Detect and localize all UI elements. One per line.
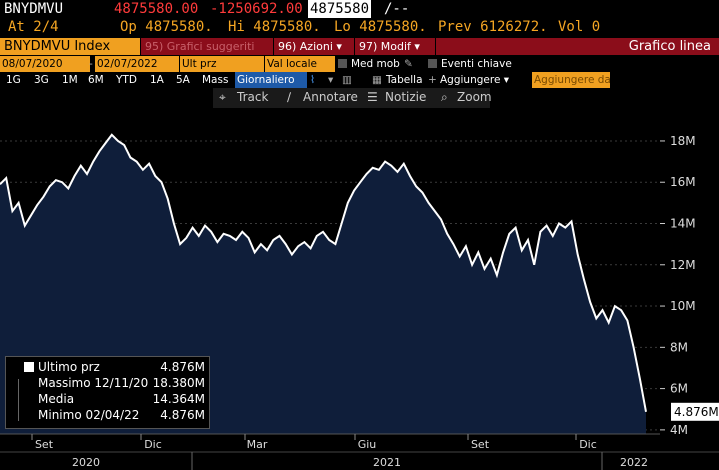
table-icon: ▦ — [372, 74, 382, 86]
legend-avg-label: Media — [38, 392, 75, 406]
function-bar: BNYDMVU Index 95) Grafici suggeriti 96) … — [0, 38, 719, 56]
x-month-label: Set — [35, 438, 54, 451]
date-from-input[interactable]: 08/07/2020 — [0, 56, 90, 72]
y-tick-label: 8M — [670, 340, 688, 354]
chart-legend: Ultimo prz 4.876M Massimo 12/11/20 18.38… — [5, 356, 210, 429]
chevron-down-icon: ▾ — [414, 40, 420, 53]
annotate-button[interactable]: Annotare — [303, 90, 358, 104]
chart-toolbar: ⌖ Track ∕ Annotare ☰ Notizie ⌕ Zoom — [213, 88, 492, 108]
bar-chart-icon[interactable]: ▥ — [342, 74, 352, 86]
chart-title: Grafico linea — [436, 38, 719, 55]
chevron-down-icon: ▾ — [503, 74, 510, 86]
period-max[interactable]: Mass — [202, 74, 229, 86]
legend-bracket — [18, 379, 19, 421]
ticker-symbol: BNYDMVU — [4, 1, 64, 17]
last-price-label: 4.876M — [674, 405, 719, 419]
chevron-down-icon[interactable]: ▾ — [328, 74, 334, 86]
legend-min-value: 4.876M — [160, 408, 205, 422]
x-month-label: Mar — [247, 438, 268, 451]
y-tick-label: 16M — [670, 175, 696, 189]
y-tick-label: 4M — [670, 423, 688, 437]
volume-value: Vol 0 — [558, 19, 601, 35]
legend-max-label: Massimo 12/11/20 — [38, 376, 149, 390]
legend-max-value: 18.380M — [152, 376, 205, 390]
legend-last-label: Ultimo prz — [38, 360, 100, 374]
line-chart-icon[interactable]: ⌇ — [310, 74, 316, 86]
period-1g[interactable]: 1G — [6, 74, 21, 86]
x-year-label: 2022 — [620, 456, 648, 469]
key-events-label: Eventi chiave — [441, 58, 512, 70]
chevron-down-icon: ▾ — [336, 40, 342, 53]
legend-last-value: 4.876M — [160, 360, 205, 374]
news-icon[interactable]: ☰ — [367, 90, 378, 104]
price-suffix: /-- — [384, 1, 410, 17]
date-separator: - — [89, 58, 93, 70]
add-from-input[interactable]: Aggiungere da — [532, 72, 611, 88]
y-tick-label: 18M — [670, 134, 696, 148]
x-month-label: Giu — [358, 438, 377, 451]
price-change: -1250692.00 — [210, 1, 303, 17]
price-line — [0, 133, 647, 412]
last-price-plain: 4875580 — [308, 0, 372, 18]
high-value: Hi 4875580. — [228, 19, 321, 35]
prev-value: Prev 6126272. — [438, 19, 548, 35]
at-value: At 2/4 — [8, 19, 59, 35]
zoom-icon[interactable]: ⌕ — [441, 90, 448, 104]
y-tick-label: 6M — [670, 382, 688, 396]
currency-select[interactable]: Val locale — [265, 56, 335, 72]
last-price: 4875580.00 — [114, 1, 199, 17]
price-field-select[interactable]: Ult prz — [180, 56, 264, 72]
last-price-box — [671, 402, 719, 421]
series-swatch — [24, 362, 34, 372]
pencil-icon[interactable]: ✎ — [404, 58, 413, 70]
actions-label: 96) Azioni — [278, 40, 333, 53]
news-button[interactable]: Notizie — [385, 90, 427, 104]
y-tick-label: 14M — [670, 217, 696, 231]
mov-avg-label: Med mob — [351, 58, 400, 70]
crosshair-icon[interactable]: ⌖ — [219, 90, 226, 104]
track-button[interactable]: Track — [237, 90, 269, 104]
x-month-label: Set — [471, 438, 490, 451]
modify-label: 97) Modif — [359, 40, 411, 53]
x-year-label: 2021 — [373, 456, 401, 469]
suggested-charts-button[interactable]: 95) Grafici suggeriti — [141, 38, 273, 55]
period-row: 1G 3G 1M 6M YTD 1A 5A Mass Giornaliero ⌇… — [0, 72, 719, 88]
period-5a[interactable]: 5A — [176, 74, 190, 86]
y-tick-label: 12M — [670, 258, 696, 272]
legend-avg-value: 14.364M — [152, 392, 205, 406]
low-value: Lo 4875580. — [334, 19, 427, 35]
plus-icon: + — [428, 74, 437, 86]
period-3g[interactable]: 3G — [34, 74, 49, 86]
zoom-button[interactable]: Zoom — [457, 90, 492, 104]
date-to-input[interactable]: 02/07/2022 — [95, 56, 179, 72]
modify-menu[interactable]: 97) Modif ▾ — [355, 38, 435, 55]
mov-avg-checkbox[interactable] — [338, 59, 347, 68]
frequency-select[interactable]: Giornaliero — [235, 72, 307, 88]
y-tick-label: 10M — [670, 299, 696, 313]
legend-min-label: Minimo 02/04/22 — [38, 408, 140, 422]
add-label: Aggiungere — [440, 74, 501, 86]
x-month-label: Dic — [144, 438, 162, 451]
index-label[interactable]: BNYDMVU Index — [0, 38, 140, 55]
period-ytd[interactable]: YTD — [116, 74, 137, 86]
x-year-label: 2020 — [72, 456, 100, 469]
period-6m[interactable]: 6M — [88, 74, 104, 86]
key-events-checkbox[interactable] — [428, 59, 437, 68]
add-button[interactable]: Aggiungere ▾ — [440, 72, 509, 88]
quote-line-2: At 2/4 Op 4875580. Hi 4875580. Lo 487558… — [0, 18, 719, 36]
x-month-label: Dic — [579, 438, 597, 451]
controls-row: 08/07/2020 - 02/07/2022 Ult prz Val loca… — [0, 56, 719, 72]
period-1a[interactable]: 1A — [150, 74, 164, 86]
pen-icon[interactable]: ∕ — [287, 90, 292, 104]
period-1m[interactable]: 1M — [62, 74, 78, 86]
table-button[interactable]: Tabella — [386, 74, 423, 86]
actions-menu[interactable]: 96) Azioni ▾ — [274, 38, 354, 55]
quote-line-1: BNYDMVU 4875580.00 -1250692.00 4875580 /… — [0, 0, 719, 18]
open-value: Op 4875580. — [120, 19, 213, 35]
